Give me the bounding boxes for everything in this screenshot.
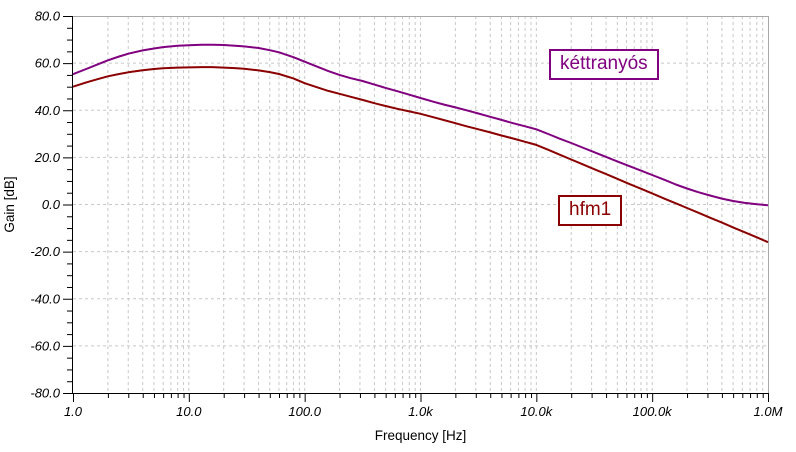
grid-lines (73, 16, 768, 393)
curve-label-kettranyos[interactable]: kéttranyós (549, 49, 659, 80)
plot-frame (73, 16, 769, 393)
y-axis-title: Gain [dB] (2, 176, 17, 232)
y-tick-label: 40.0 (35, 103, 61, 118)
x-tick-label: 10.0 (176, 404, 202, 419)
y-tick-label: -80.0 (30, 386, 60, 401)
x-tick-label: 1.0M (754, 404, 783, 419)
x-tick-labels: 1.0 10.0 100.0 1.0k 10.0k 100.0k 1.0M (64, 404, 783, 419)
y-tick-label: 0.0 (42, 197, 61, 212)
y-tick-label: 20.0 (34, 150, 61, 165)
axes (63, 16, 769, 402)
x-axis-title: Frequency [Hz] (375, 428, 467, 443)
x-tick-label: 10.0k (520, 404, 553, 419)
y-tick-label: -20.0 (30, 244, 60, 259)
x-tick-label: 100.0 (288, 404, 321, 419)
y-tick-label: -40.0 (30, 291, 60, 306)
curve-label-hfm1[interactable]: hfm1 (558, 195, 623, 226)
y-tick-labels: 80.0 60.0 40.0 20.0 0.0 -20.0 -40.0 -60.0 -80.0 (30, 9, 60, 401)
x-tick-label: 1.0k (408, 404, 434, 419)
x-tick-label: 1.0 (64, 404, 83, 419)
axis-titles: Frequency [Hz] Gain [dB] (2, 176, 466, 443)
curve-hfm1 (72, 66, 769, 244)
curve-kettranyos (72, 43, 769, 207)
y-tick-label: 60.0 (35, 56, 61, 71)
x-tick-label: 100.0k (633, 404, 674, 419)
y-tick-label: -60.0 (30, 338, 60, 353)
y-tick-label: 80.0 (35, 9, 61, 24)
